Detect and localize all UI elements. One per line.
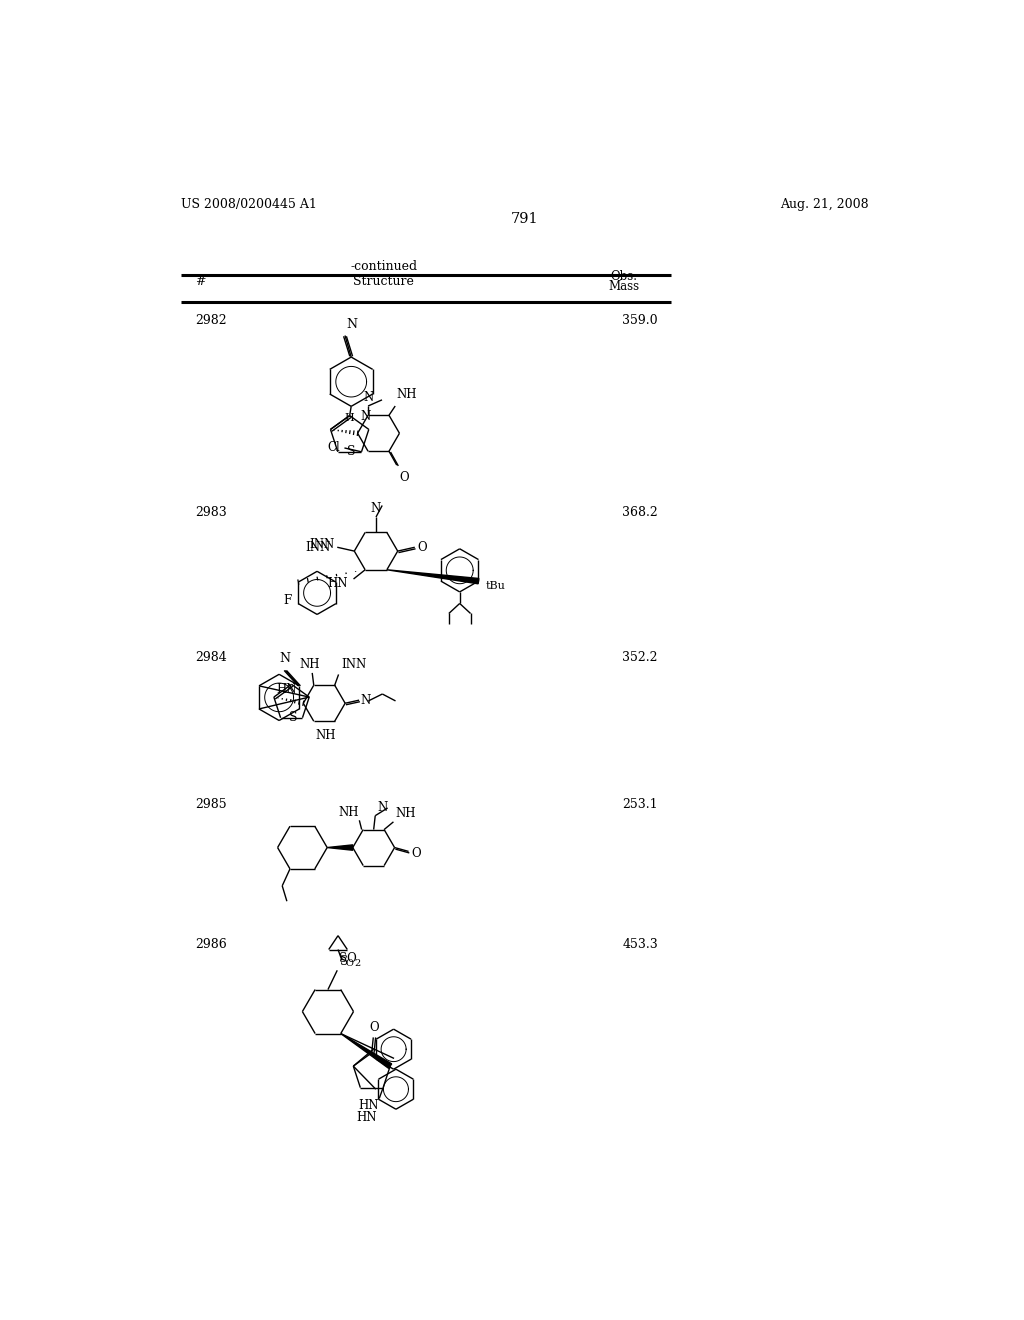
Text: S: S bbox=[340, 954, 348, 968]
Text: Cl: Cl bbox=[327, 441, 340, 454]
Polygon shape bbox=[341, 1034, 391, 1068]
Text: 791: 791 bbox=[511, 213, 539, 226]
Text: S: S bbox=[347, 445, 355, 458]
Text: HN: HN bbox=[358, 1100, 379, 1113]
Text: N: N bbox=[280, 652, 291, 665]
Text: HN: HN bbox=[356, 1110, 377, 1123]
Text: H: H bbox=[345, 413, 354, 424]
Text: INN: INN bbox=[306, 541, 331, 554]
Text: INN: INN bbox=[309, 539, 335, 552]
Text: INN: INN bbox=[341, 659, 367, 672]
Text: -continued: -continued bbox=[350, 260, 418, 273]
Text: Obs.: Obs. bbox=[610, 269, 638, 282]
Text: N: N bbox=[360, 411, 371, 424]
Text: 2985: 2985 bbox=[196, 797, 227, 810]
Text: O: O bbox=[370, 1020, 379, 1034]
Text: #: # bbox=[196, 275, 206, 288]
Text: Mass: Mass bbox=[608, 280, 640, 293]
Text: 359.0: 359.0 bbox=[623, 314, 658, 327]
Text: N: N bbox=[362, 392, 373, 404]
Text: 2: 2 bbox=[354, 960, 360, 968]
Text: F: F bbox=[284, 594, 292, 607]
Polygon shape bbox=[328, 845, 352, 850]
Text: N: N bbox=[360, 694, 371, 708]
Text: NH: NH bbox=[395, 808, 417, 820]
Text: 2984: 2984 bbox=[196, 651, 227, 664]
Text: 2986: 2986 bbox=[196, 937, 227, 950]
Text: O: O bbox=[412, 847, 421, 861]
Text: 368.2: 368.2 bbox=[623, 507, 658, 520]
Text: NH: NH bbox=[315, 729, 336, 742]
Text: SO: SO bbox=[339, 952, 356, 965]
Text: tBu: tBu bbox=[485, 581, 505, 591]
Text: O: O bbox=[418, 541, 427, 554]
Text: O: O bbox=[345, 960, 353, 968]
Text: 453.3: 453.3 bbox=[623, 937, 658, 950]
Text: NH: NH bbox=[396, 388, 417, 401]
Text: S: S bbox=[289, 711, 297, 725]
Text: NH: NH bbox=[339, 805, 359, 818]
Text: 352.2: 352.2 bbox=[623, 651, 658, 664]
Text: HN: HN bbox=[328, 577, 348, 590]
Text: 2983: 2983 bbox=[196, 507, 227, 520]
Text: N: N bbox=[346, 318, 357, 331]
Polygon shape bbox=[387, 570, 479, 583]
Text: Aug. 21, 2008: Aug. 21, 2008 bbox=[780, 198, 869, 211]
Text: N: N bbox=[371, 503, 381, 516]
Text: HN: HN bbox=[276, 682, 297, 696]
Text: Structure: Structure bbox=[353, 275, 414, 288]
Text: 253.1: 253.1 bbox=[623, 797, 658, 810]
Text: NH: NH bbox=[300, 659, 321, 672]
Text: O: O bbox=[399, 471, 409, 484]
Text: US 2008/0200445 A1: US 2008/0200445 A1 bbox=[180, 198, 316, 211]
Text: N: N bbox=[378, 801, 388, 814]
Text: 2982: 2982 bbox=[196, 314, 227, 327]
